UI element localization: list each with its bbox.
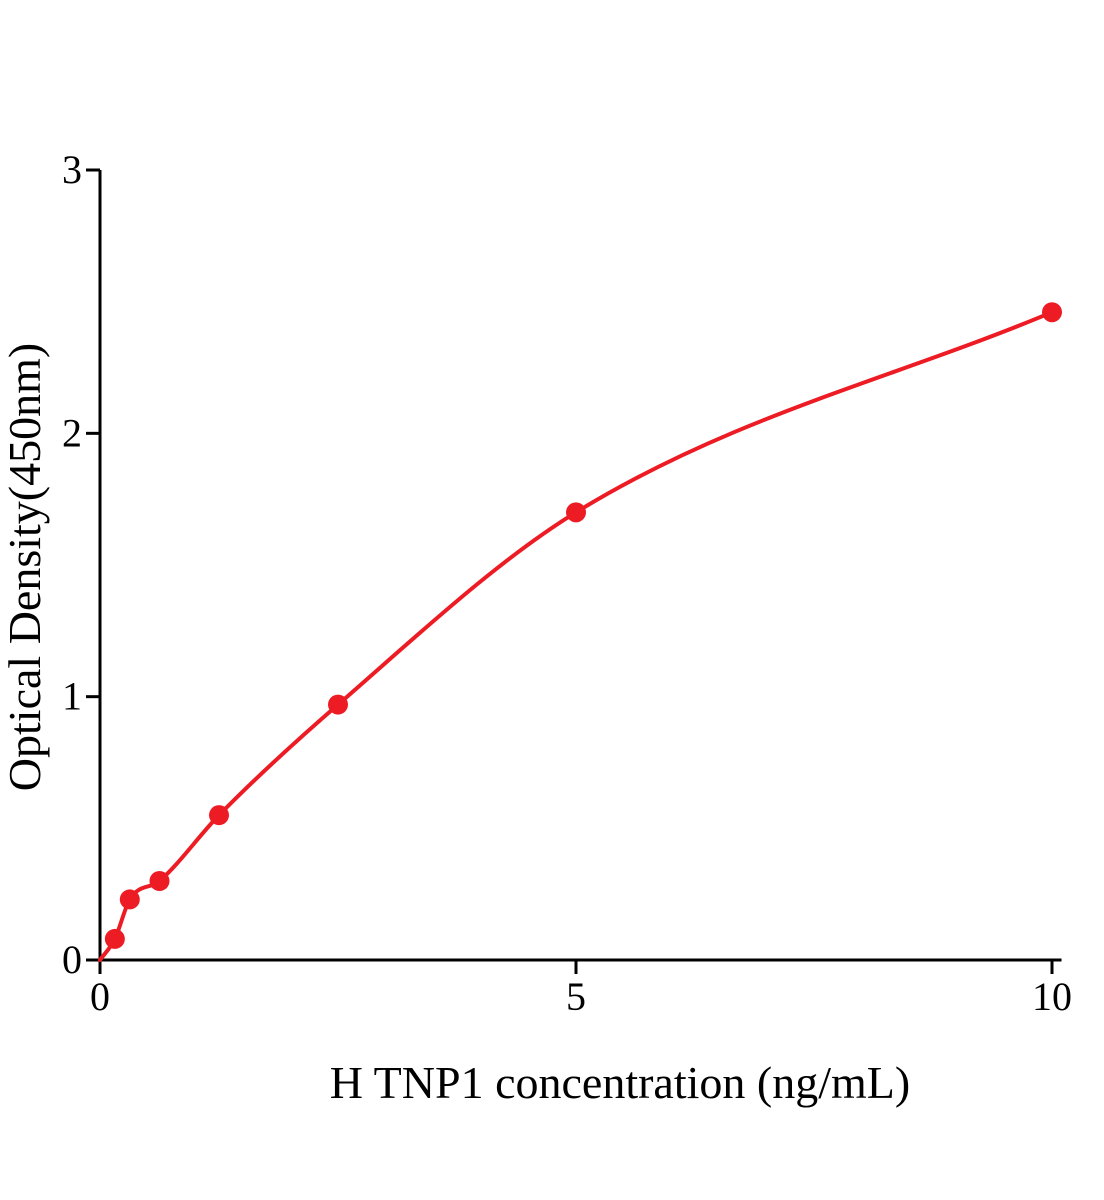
fit-curve (98, 310, 1054, 962)
data-point (104, 928, 125, 949)
data-point (149, 871, 170, 891)
y-tick-label: 2 (62, 410, 82, 455)
data-point (566, 502, 586, 523)
y-tick-label: 1 (62, 674, 82, 719)
y-tick-label: 0 (62, 937, 82, 982)
y-tick-label: 3 (62, 147, 82, 192)
x-tick-label: 5 (566, 974, 586, 1019)
data-point (209, 805, 229, 826)
x-tick-label: 0 (90, 974, 110, 1019)
x-axis-title: H TNP1 concentration (ng/mL) (330, 1057, 910, 1108)
axes-lines (98, 170, 1062, 962)
x-tick-label: 10 (1032, 974, 1072, 1019)
data-point (328, 694, 348, 715)
data-point (119, 889, 140, 910)
data-point (1042, 302, 1062, 323)
y-axis-title: Optical Density(450nm) (0, 343, 50, 791)
